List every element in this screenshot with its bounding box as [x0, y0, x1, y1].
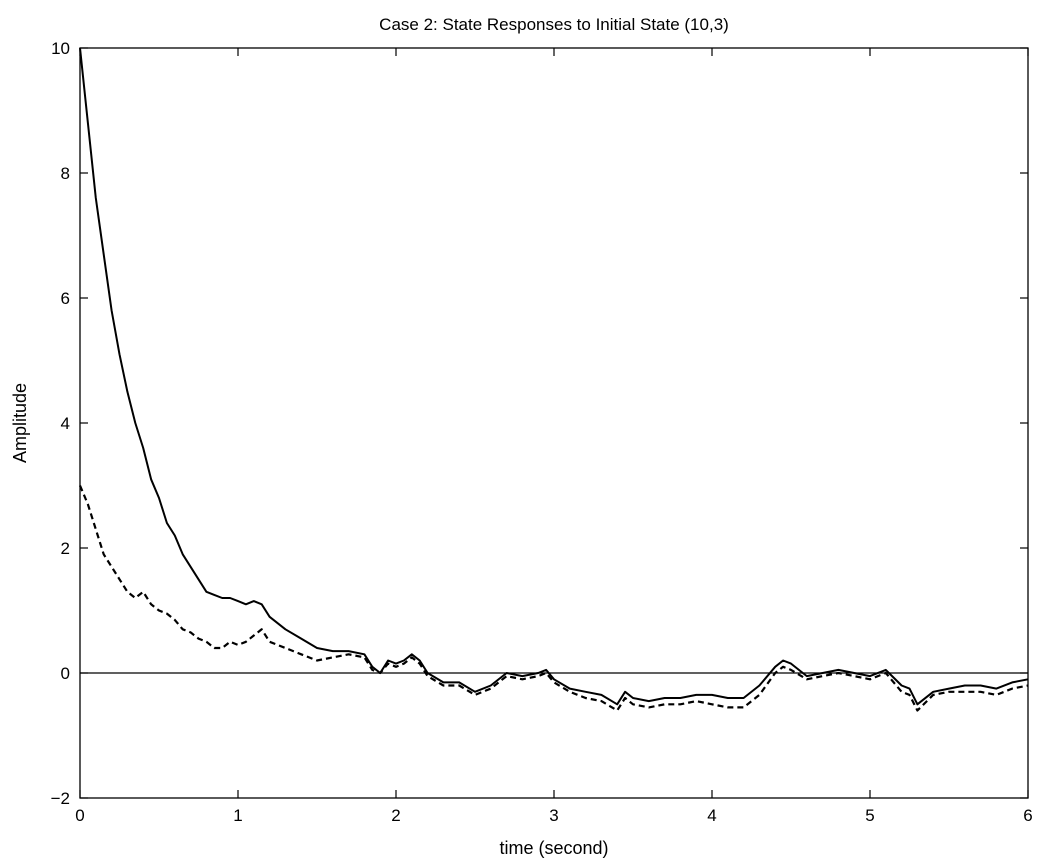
x-tick-label: 3	[549, 806, 558, 825]
plot-frame	[79, 47, 1029, 799]
y-tick-label: 6	[61, 289, 70, 308]
y-axis-label: Amplitude	[10, 383, 30, 463]
y-tick-label: 0	[61, 664, 70, 683]
x-tick-label: 5	[865, 806, 874, 825]
y-tick-label: 8	[61, 164, 70, 183]
y-tick-label: −2	[51, 789, 70, 808]
series-line-dashed	[78, 485, 1029, 712]
y-tick-label: 2	[61, 539, 70, 558]
x-tick-label: 1	[233, 806, 242, 825]
series-line-solid	[79, 47, 1029, 706]
x-axis-label: time (second)	[499, 838, 608, 858]
x-tick-labels: 0 1 2 3 4 5 6	[75, 806, 1032, 825]
x-tick-label: 6	[1023, 806, 1032, 825]
chart-title: Case 2: State Responses to Initial State…	[379, 15, 729, 34]
x-tick-label: 0	[75, 806, 84, 825]
y-tick-labels: −2 0 2 4 6 8 10	[51, 39, 70, 808]
series-lines	[78, 47, 1029, 712]
y-tick-label: 10	[51, 39, 70, 58]
x-tick-label: 4	[707, 806, 716, 825]
x-tick-label: 2	[391, 806, 400, 825]
y-tick-label: 4	[61, 414, 70, 433]
